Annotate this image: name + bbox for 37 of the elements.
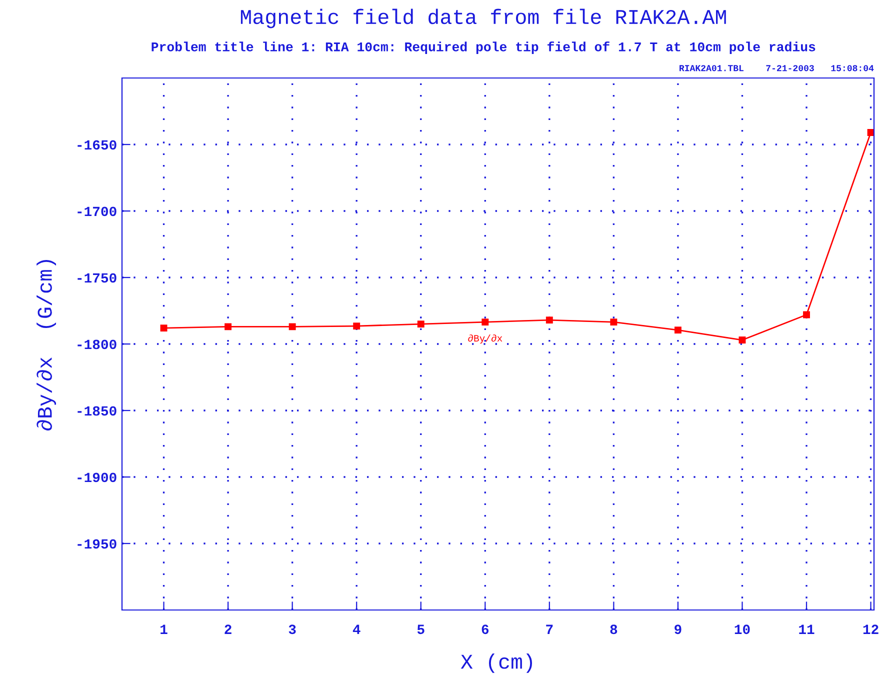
point <box>288 323 296 330</box>
chart-title: Magnetic field data from file RIAK2A.AM <box>240 8 726 28</box>
x-tick-label: 7 <box>546 624 553 634</box>
point <box>353 322 360 330</box>
x-tick-label: 12 <box>863 624 878 634</box>
point <box>546 316 553 324</box>
chart-subtitle: Problem title line 1: RIA 10cm: Required pole tip field of 1.7 T at 10cm pole radius <box>152 41 816 54</box>
point <box>224 323 232 330</box>
series-label: ∂By/∂x <box>468 334 502 344</box>
point <box>738 336 746 344</box>
point <box>160 324 168 332</box>
y-tick-label: -1950 <box>78 539 116 549</box>
point <box>867 129 874 136</box>
point <box>610 318 618 326</box>
y-tick-label: -1650 <box>78 140 116 150</box>
y-tick-label: -1900 <box>78 472 116 482</box>
x-tick-label: 9 <box>674 624 682 634</box>
text: RIAK2A01.TBL 7-21-2003 15:08:04 <box>680 65 874 72</box>
y-tick-label: -1850 <box>78 406 116 416</box>
x-axis-title: X (cm) <box>460 654 532 673</box>
point <box>482 318 489 326</box>
y-tick-label: -1750 <box>78 273 116 283</box>
x-tick-label: 5 <box>417 624 424 634</box>
x-tick-label: 6 <box>482 624 489 634</box>
x-tick-label: 11 <box>799 624 814 634</box>
y-tick-label: -1700 <box>78 206 116 216</box>
point <box>803 311 810 318</box>
x-tick-label: 3 <box>288 624 296 634</box>
y-tick-label: -1800 <box>78 340 116 350</box>
point <box>417 320 424 328</box>
x-tick-label: 2 <box>224 624 232 634</box>
x-tick-label: 10 <box>734 624 750 634</box>
y-axis-title: ∂By/∂x (G/cm) <box>36 260 56 430</box>
x-tick-label: 1 <box>160 624 168 634</box>
x-tick-label: 4 <box>352 624 360 634</box>
point <box>674 326 682 334</box>
x-tick-label: 8 <box>610 624 618 634</box>
